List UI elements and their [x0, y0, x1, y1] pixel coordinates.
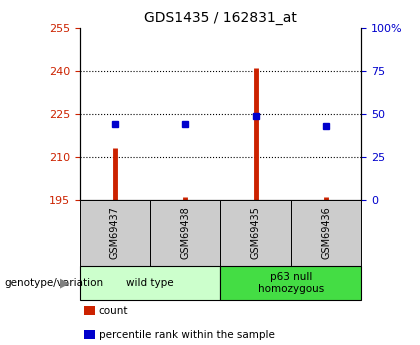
Text: genotype/variation: genotype/variation — [4, 278, 103, 288]
Text: ▶: ▶ — [60, 276, 70, 289]
Text: wild type: wild type — [126, 278, 174, 288]
Text: GSM69438: GSM69438 — [180, 207, 190, 259]
Text: percentile rank within the sample: percentile rank within the sample — [99, 330, 275, 339]
Text: count: count — [99, 306, 128, 315]
Text: GSM69436: GSM69436 — [321, 207, 331, 259]
Text: GSM69437: GSM69437 — [110, 206, 120, 259]
Title: GDS1435 / 162831_at: GDS1435 / 162831_at — [144, 11, 297, 25]
Text: GSM69435: GSM69435 — [251, 206, 261, 259]
Text: p63 null
homozygous: p63 null homozygous — [258, 272, 324, 294]
